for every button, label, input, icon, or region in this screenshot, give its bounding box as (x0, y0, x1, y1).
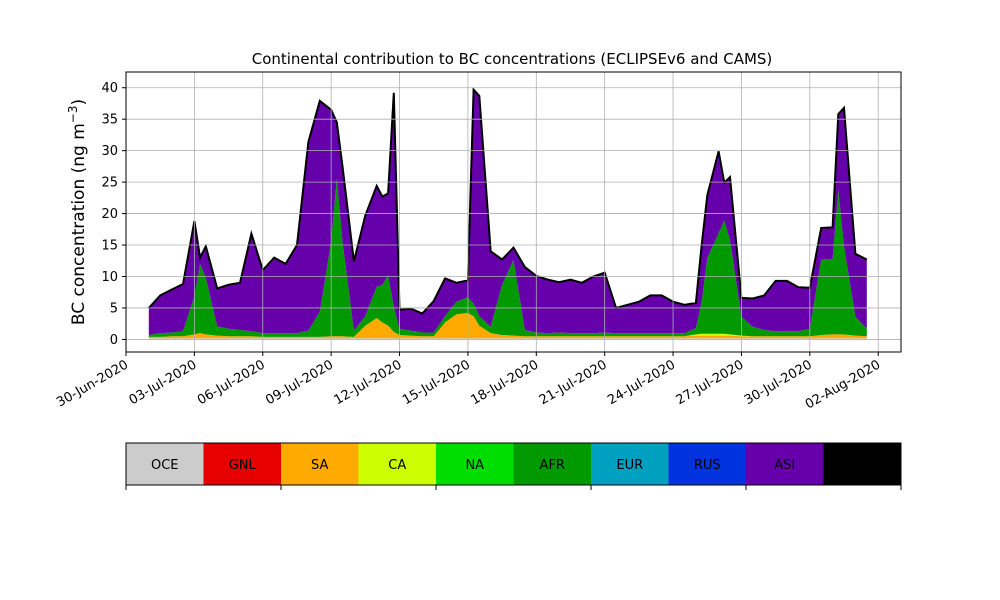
total-concentration-line (148, 87, 868, 315)
legend-colorbar: OCE GNL SA CA NA AFR EUR RUS ASI AUS (125, 442, 902, 490)
legend-swatch-na (436, 443, 514, 485)
legend-swatch-rus (668, 443, 747, 485)
y-tick-label: 25 (101, 176, 118, 191)
legend-swatch-gnl (203, 443, 282, 485)
legend-swatch-sa (281, 443, 359, 485)
y-axis-label-main: BC concentration (ng m (69, 123, 89, 325)
legend-label-gnl: GNL (229, 458, 257, 473)
legend-swatch-oce (126, 443, 204, 485)
y-tick-label: 0 (110, 333, 118, 348)
legend-swatch-ca (358, 443, 437, 485)
y-tick-label: 15 (101, 239, 118, 254)
chart-title: Continental contribution to BC concentra… (252, 50, 773, 68)
y-axis: 0 5 10 15 20 25 30 35 40 (101, 81, 126, 348)
y-tick-label: 20 (101, 207, 118, 222)
legend-swatch-eur (591, 443, 669, 485)
gridlines (125, 72, 901, 352)
y-axis-label-superscript: −3 (66, 105, 80, 123)
y-axis-label-close: ) (69, 99, 89, 106)
y-tick-label: 10 (101, 270, 118, 285)
plot-frame (125, 71, 902, 353)
legend-label-oce: OCE (151, 458, 179, 473)
legend-swatch-asi (746, 443, 824, 485)
legend-label-eur: EUR (616, 458, 643, 473)
y-tick-label: 5 (110, 301, 118, 316)
legend-swatch-aus (823, 443, 902, 485)
plot-area (125, 71, 902, 353)
legend-label-rus: RUS (694, 458, 721, 473)
legend-label-sa: SA (311, 458, 328, 473)
legend-frame (125, 442, 902, 486)
y-tick-label: 35 (101, 113, 118, 128)
legend-label-aus: AUS (849, 458, 876, 473)
legend-label-ca: CA (388, 458, 406, 473)
legend-label-na: NA (465, 458, 484, 473)
legend-swatch-afr (513, 443, 592, 485)
y-tick-label: 40 (101, 81, 118, 96)
y-tick-label: 30 (101, 144, 118, 159)
area-afr (148, 179, 867, 337)
y-axis-label: BC concentration (ng m−3) (66, 99, 89, 325)
legend-label-afr: AFR (540, 458, 565, 473)
legend-label-asi: ASI (774, 458, 795, 473)
